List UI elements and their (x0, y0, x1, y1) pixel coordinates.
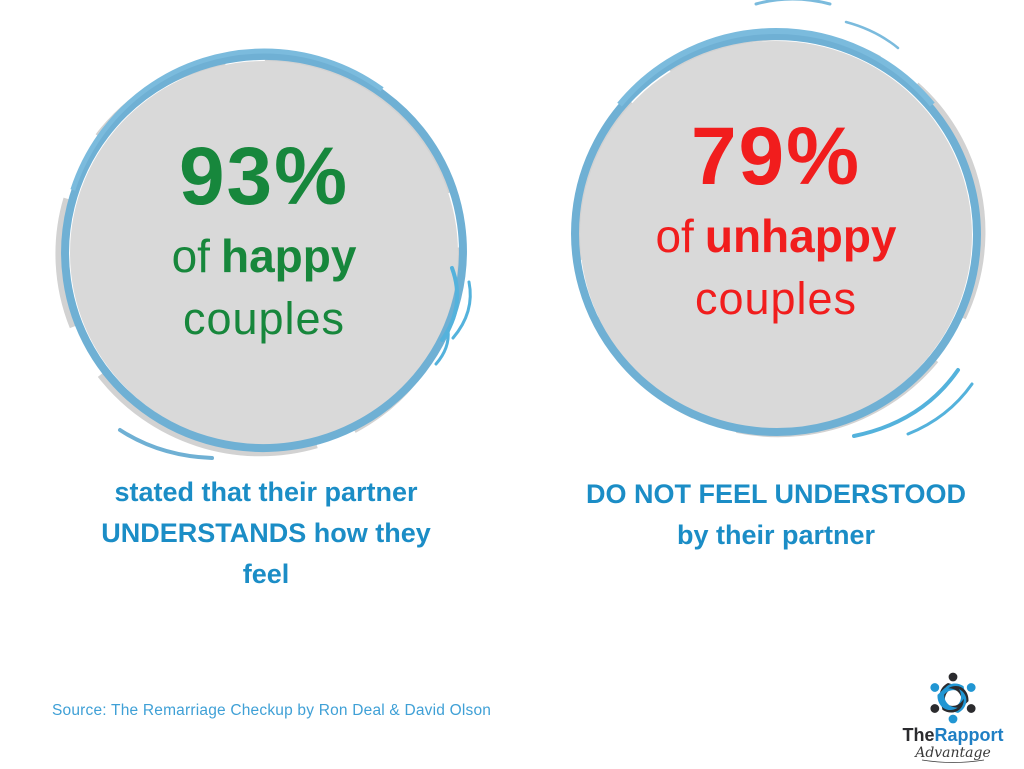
unhappy-caption-line1: DO NOT FEEL UNDERSTOOD (585, 479, 967, 509)
happy-caption-line1: stated that their partner (114, 477, 418, 507)
happy-couples-badge: 93% of happy couples (50, 38, 478, 466)
logo-emblem-icon: TheRapport Advantage (902, 672, 1004, 763)
unhappy-caption-line2: by their partner (676, 520, 876, 550)
unhappy-stat: 79% of unhappy couples (560, 18, 992, 450)
unhappy-label-prefix: of (655, 210, 694, 262)
unhappy-label-couples: couples (694, 273, 858, 324)
source-citation: Source: The Remarriage Checkup by Ron De… (52, 702, 492, 719)
unhappy-couples-badge: 79% of unhappy couples (560, 0, 992, 450)
happy-caption: stated that their partner UNDERSTANDS ho… (38, 472, 494, 595)
sketch-circle-icon (570, 0, 986, 440)
sketch-circle-icon (55, 48, 472, 460)
happy-label-line: of happy (172, 224, 357, 288)
happy-label-couples: couples (182, 293, 346, 344)
happy-stat: 93% of happy couples (50, 38, 478, 466)
happy-caption-line2: UNDERSTANDS how they (101, 518, 431, 548)
logo-tagline: Advantage (913, 745, 991, 761)
unhappy-label-bold: unhappy (704, 210, 897, 262)
happy-caption-line3: feel (242, 559, 290, 589)
rapport-advantage-logo: TheRapport Advantage (892, 666, 1014, 764)
logo-wordmark: TheRapport (902, 725, 1003, 745)
happy-label-prefix: of (171, 230, 210, 282)
unhappy-percentage: 79% (690, 111, 862, 202)
unhappy-label-line: of unhappy (655, 204, 896, 268)
happy-label-bold: happy (220, 230, 357, 282)
happy-percentage: 93% (178, 131, 350, 222)
unhappy-caption: DO NOT FEEL UNDERSTOOD by their partner (552, 474, 1000, 556)
